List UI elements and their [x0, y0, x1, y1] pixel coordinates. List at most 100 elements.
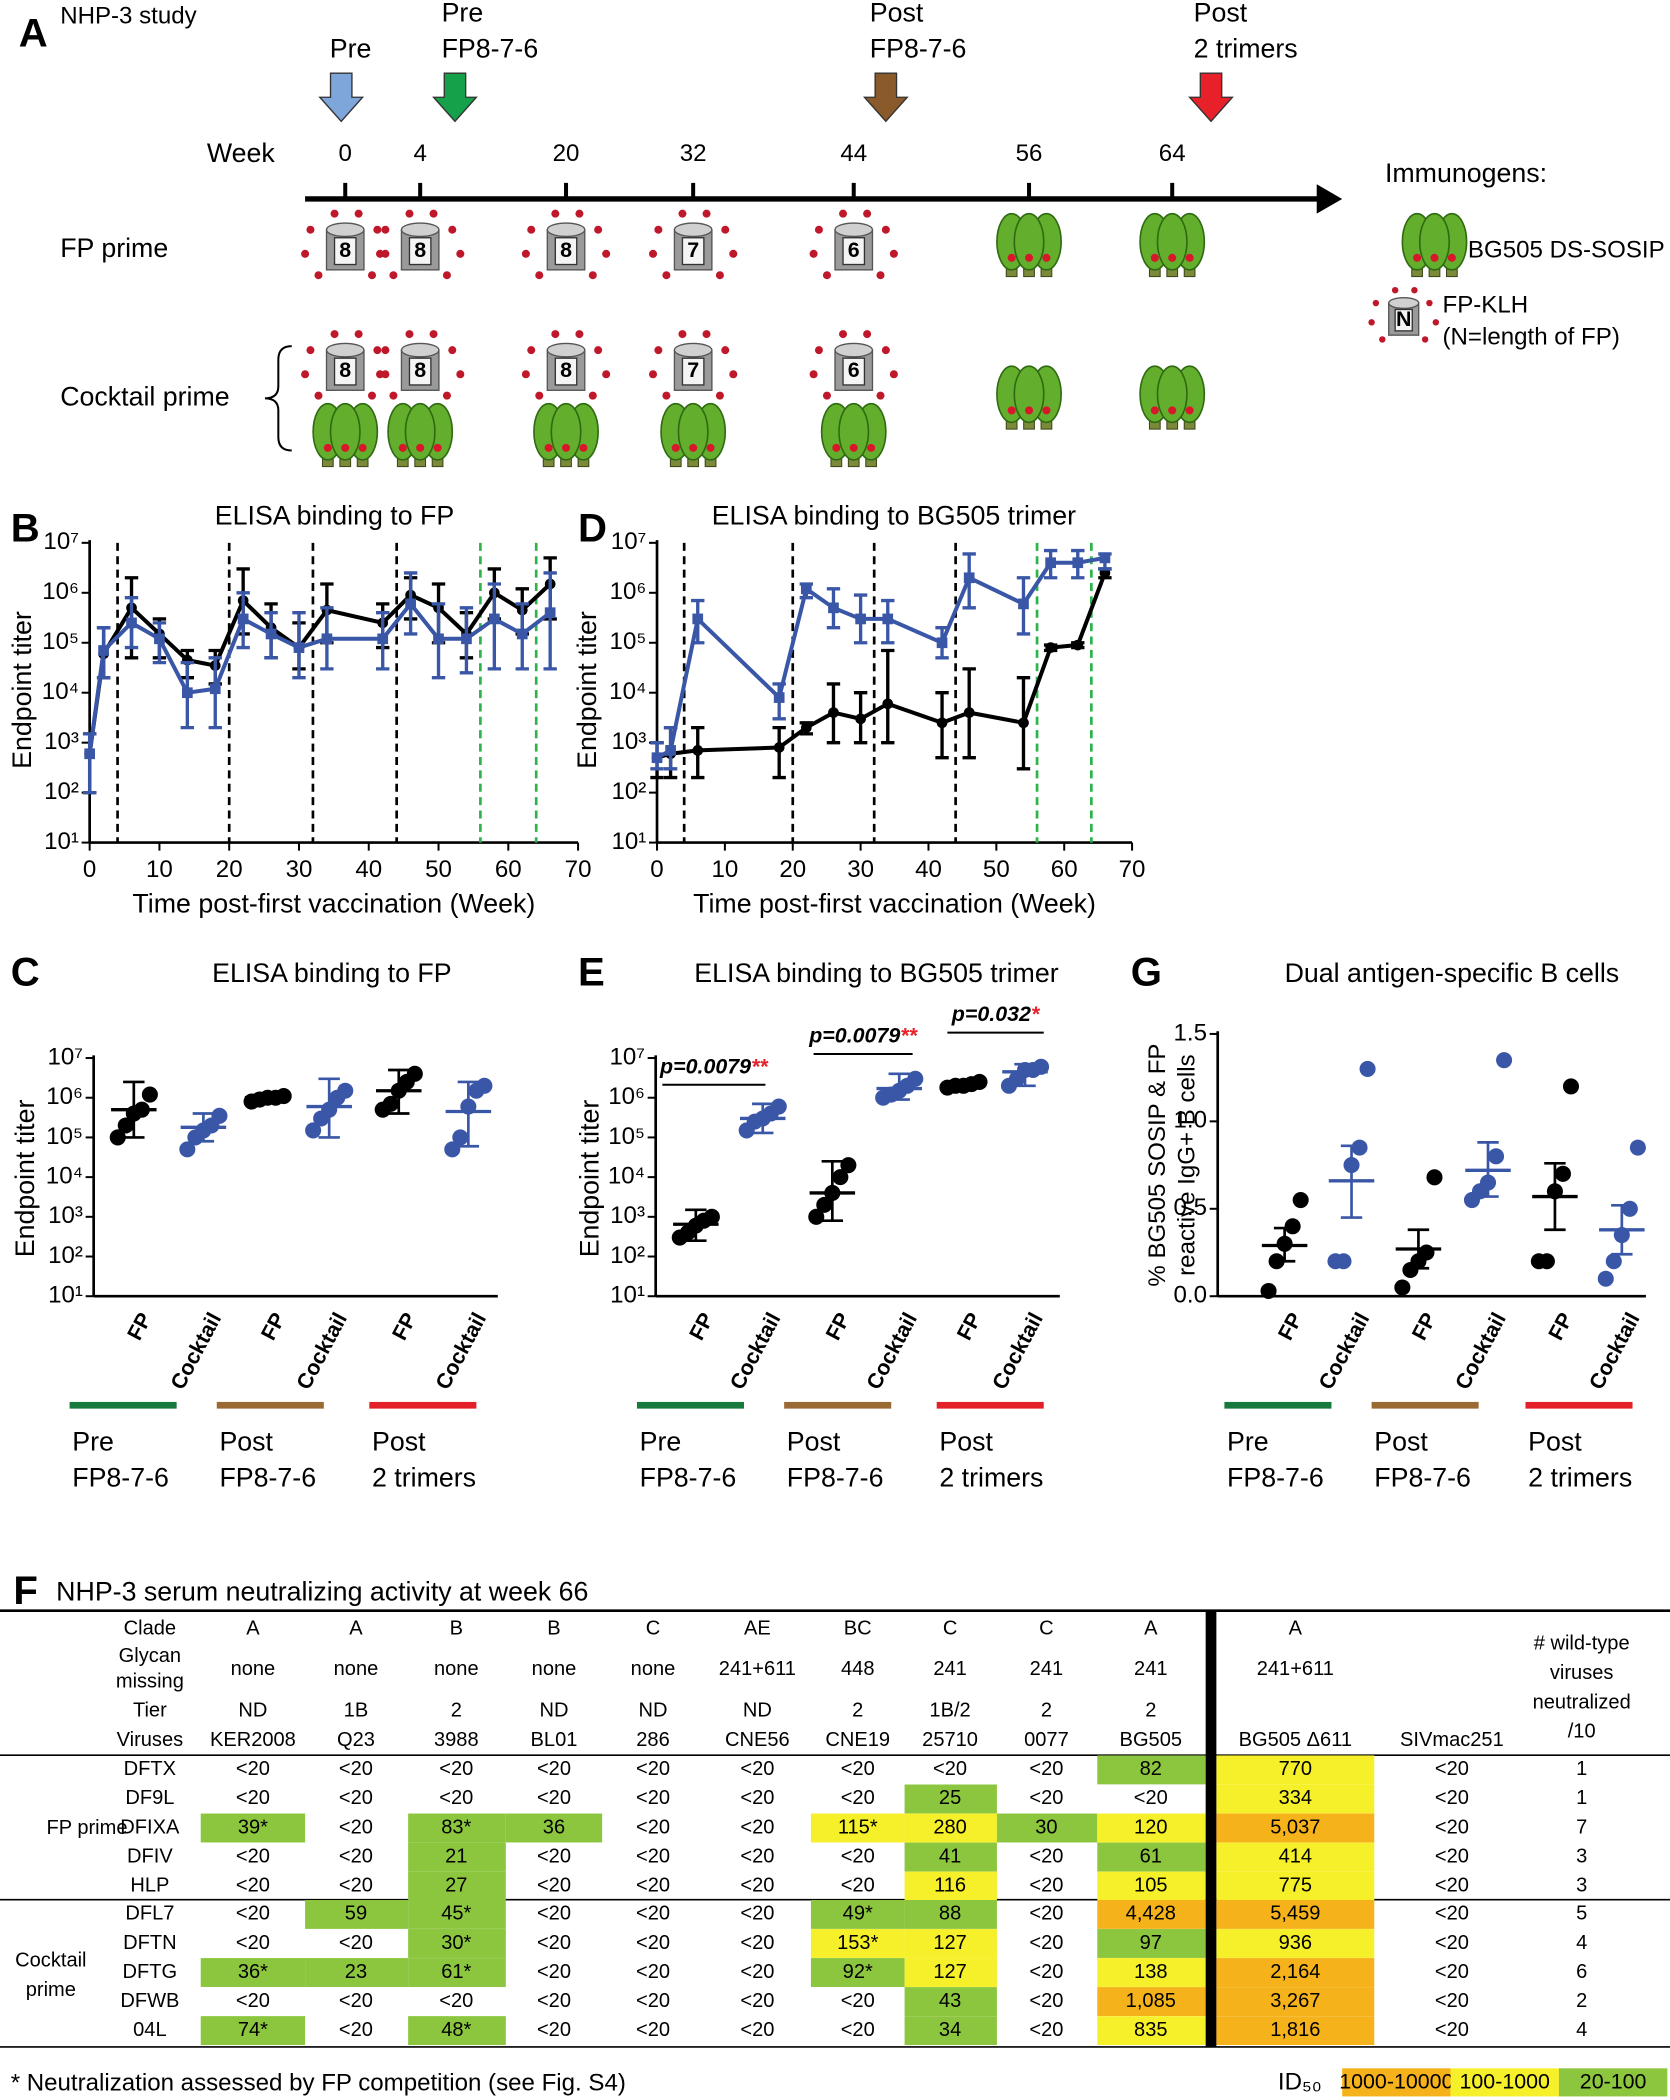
fp-dot	[381, 225, 390, 234]
data-point	[1072, 557, 1084, 569]
header-cell: KER2008	[210, 1729, 296, 1751]
table-cell: 105	[1134, 1874, 1167, 1896]
table-cell: <20	[1029, 1990, 1063, 2012]
table-cell: <20	[537, 1787, 571, 1809]
table-cell: <20	[339, 1932, 373, 1954]
data-point	[665, 745, 676, 756]
header-cell: 241	[933, 1658, 966, 1680]
timeline-arrowhead	[1316, 184, 1343, 214]
table-cell: 936	[1279, 1932, 1312, 1954]
fp-dot	[527, 346, 536, 355]
fp-length: 8	[560, 238, 572, 262]
y-tick-label: 10⁶	[610, 578, 647, 605]
table-cell: <20	[740, 1816, 774, 1838]
table-cell: 49*	[843, 1903, 873, 1925]
cell-highlight	[810, 1899, 905, 1929]
row-name: DF9L	[125, 1787, 174, 1809]
table-cell: <20	[339, 1787, 373, 1809]
data-point	[936, 637, 948, 649]
trimer-glycan	[562, 443, 571, 452]
header-label: Clade	[124, 1618, 176, 1640]
fp-label-box	[408, 237, 432, 266]
fp-dot	[535, 391, 544, 400]
group-label: FP8-7-6	[219, 1463, 316, 1493]
fp-dot	[1368, 319, 1375, 326]
fp-dot	[1432, 319, 1440, 326]
trimer-protomer	[1013, 365, 1045, 424]
y-tick-label: 10¹	[44, 828, 79, 855]
group-bar	[1224, 1401, 1332, 1409]
legend-title: ID₅₀	[1278, 2068, 1322, 2095]
table-cell: <20	[537, 1990, 571, 2012]
header-cell: B	[547, 1618, 560, 1640]
fp-dot	[662, 391, 671, 400]
trimer-glycan	[1007, 253, 1016, 262]
panel-label: F	[13, 1568, 38, 1613]
data-point	[936, 717, 948, 729]
table-cell: 5,037	[1270, 1816, 1320, 1838]
data-point	[1621, 1200, 1638, 1217]
table-cell: <20	[740, 1758, 774, 1780]
trimer-glycan	[341, 443, 350, 452]
fp-dot	[448, 346, 457, 355]
cell-highlight	[1216, 1871, 1375, 1901]
timepoint-label: Post	[1194, 0, 1248, 27]
error-bar	[1014, 1062, 1036, 1088]
data-point	[828, 602, 839, 614]
y-axis-label: Endpoint titer	[7, 611, 37, 769]
data-point	[1292, 1192, 1309, 1209]
fp-dot	[429, 209, 438, 218]
fp-label-box	[842, 357, 866, 386]
table-cell: <20	[1435, 1903, 1469, 1925]
table-cell: <20	[933, 1758, 967, 1780]
x-tick-label: 10	[146, 856, 173, 883]
x-tick-label: 40	[355, 856, 382, 883]
data-point	[126, 617, 137, 629]
y-tick-label: 10⁵	[608, 1123, 645, 1150]
fp-dot	[405, 330, 414, 339]
trimer-glycan	[1447, 253, 1456, 262]
trimer-glycan	[1007, 406, 1016, 415]
table-cell: 25	[939, 1787, 961, 1809]
data-point	[1351, 1139, 1368, 1156]
group-label: Post	[1528, 1426, 1582, 1456]
timepoint-label: 2 trimers	[1194, 33, 1298, 63]
fp-dot	[373, 225, 382, 234]
table-cell: <20	[1435, 1990, 1469, 2012]
y-tick-label: 10⁴	[608, 1162, 645, 1189]
trimer-protomer	[1156, 365, 1188, 424]
neutralized-count: 3	[1576, 1845, 1587, 1867]
fp-cylinder-top	[1388, 297, 1420, 310]
cell-highlight	[408, 1958, 506, 1987]
fp-dot	[521, 249, 530, 258]
header-cell: CNE19	[825, 1729, 890, 1751]
table-cell: 2,164	[1270, 1961, 1320, 1983]
fp-dot	[602, 249, 611, 258]
trimer-glycan	[416, 443, 425, 452]
data-point	[211, 1107, 228, 1124]
data-point	[117, 1117, 134, 1134]
table-cell: <20	[537, 1961, 571, 1983]
table-cell: 775	[1279, 1874, 1312, 1896]
fp-length: 7	[687, 358, 699, 382]
cell-highlight	[810, 1958, 905, 1987]
fp-dot	[863, 330, 872, 339]
cell-highlight	[904, 1929, 997, 1958]
table-cell: 34	[939, 2019, 961, 2041]
y-axis-label: Endpoint titer	[10, 1100, 40, 1258]
table-cell: <20	[236, 1903, 270, 1925]
fp-dot	[330, 330, 339, 339]
cell-highlight	[1216, 1755, 1375, 1785]
cell-highlight	[408, 1929, 506, 1958]
data-point	[1488, 1148, 1505, 1165]
fp-dot	[551, 330, 560, 339]
group-label: Post	[1374, 1426, 1428, 1456]
cell-highlight	[1216, 1899, 1375, 1929]
data-point	[181, 687, 193, 699]
trimer-glycan	[1168, 406, 1177, 415]
y-tick-label: 10⁴	[42, 678, 79, 705]
fp-length: N	[1396, 307, 1411, 331]
neutralized-count: 1	[1576, 1758, 1587, 1780]
header-cell: BG505	[1120, 1729, 1182, 1751]
cell-highlight	[408, 1871, 506, 1901]
